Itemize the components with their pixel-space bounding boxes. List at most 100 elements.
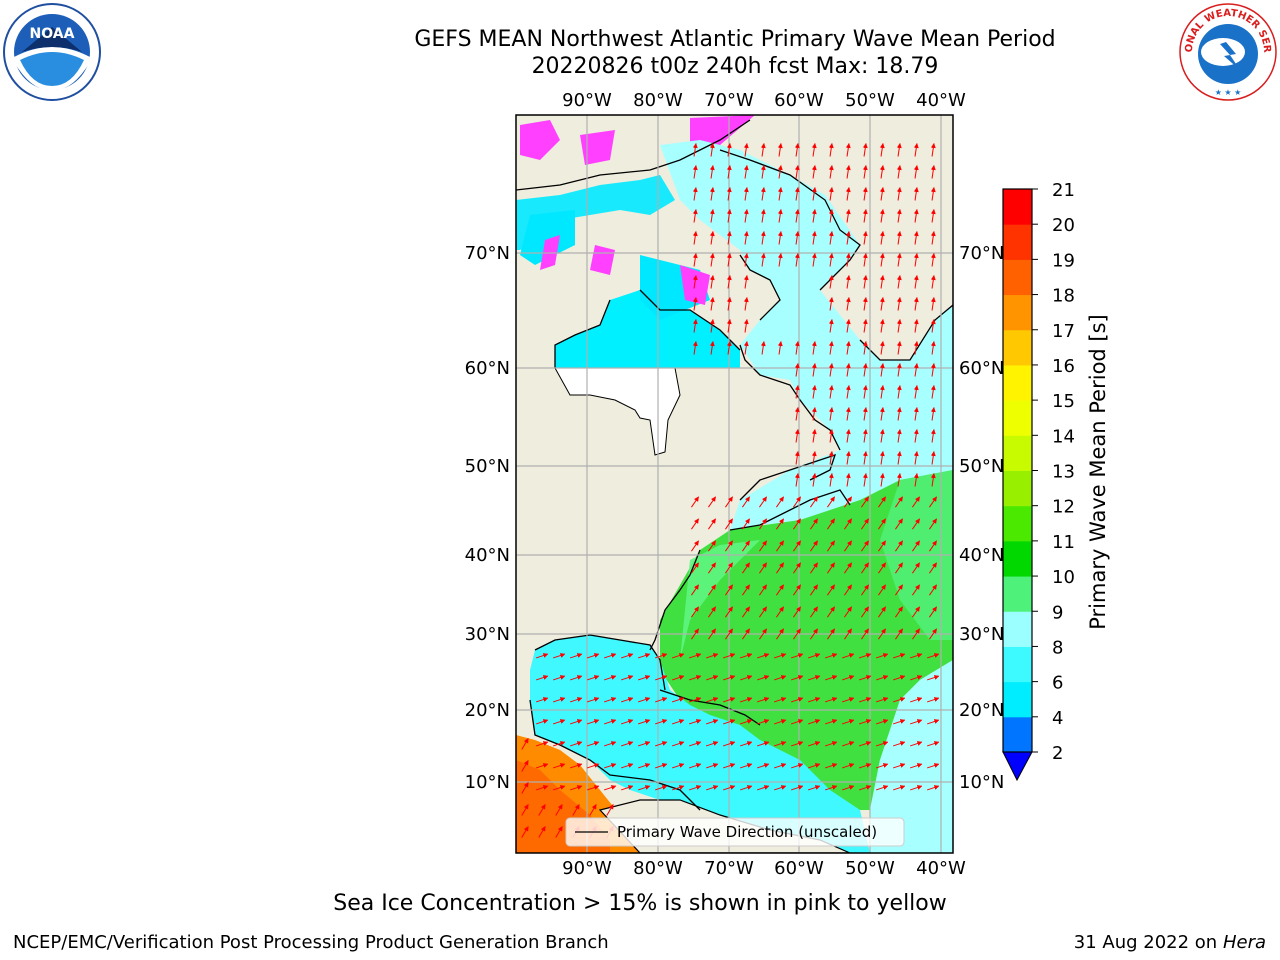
wave-direction-arrow xyxy=(603,763,617,769)
wave-direction-arrow xyxy=(773,697,787,703)
wave-direction-arrow xyxy=(709,165,715,179)
wave-direction-arrow xyxy=(776,496,784,508)
wave-direction-arrow xyxy=(742,584,750,596)
wave-direction-arrow xyxy=(811,253,817,267)
wave-direction-arrow xyxy=(841,697,855,703)
wave-direction-arrow xyxy=(879,385,885,399)
wave-direction-arrow xyxy=(844,628,852,640)
wave-direction-arrow xyxy=(845,385,851,399)
wave-direction-arrow xyxy=(828,231,834,245)
wave-direction-arrow xyxy=(722,763,736,769)
colorbar-tick-label: 15 xyxy=(1052,391,1075,412)
wave-direction-arrow xyxy=(811,429,817,443)
wave-direction-arrow xyxy=(688,763,702,769)
wave-direction-arrow xyxy=(742,540,750,552)
wave-direction-arrow xyxy=(776,562,784,574)
wave-direction-arrow xyxy=(692,165,698,179)
wave-direction-arrow xyxy=(844,540,852,552)
generation-date: 31 Aug 2022 on Hera xyxy=(1074,932,1266,953)
wave-direction-arrow xyxy=(776,540,784,552)
wave-direction-arrow xyxy=(794,407,800,421)
lon-label-top: 40°W xyxy=(916,90,966,111)
wave-direction-arrow xyxy=(845,341,851,355)
wave-direction-arrow xyxy=(909,697,923,703)
wave-direction-arrow xyxy=(879,363,885,377)
wave-direction-arrow xyxy=(726,319,732,333)
wave-direction-arrow xyxy=(929,562,937,574)
wave-direction-arrow xyxy=(912,540,920,552)
wave-direction-arrow xyxy=(811,363,817,377)
wave-direction-arrow xyxy=(794,209,800,223)
wave-direction-arrow xyxy=(739,763,753,769)
colorbar-tick-label: 19 xyxy=(1052,250,1075,271)
lat-label-left: 40°N xyxy=(465,545,510,566)
wave-direction-arrow xyxy=(845,143,851,157)
wave-direction-arrow xyxy=(878,584,886,596)
wave-direction-arrow xyxy=(807,719,821,725)
wave-direction-arrow xyxy=(845,473,851,487)
wave-direction-arrow xyxy=(930,363,936,377)
wave-direction-arrow xyxy=(743,165,749,179)
wave-direction-arrow xyxy=(811,341,817,355)
wave-direction-arrow xyxy=(794,187,800,201)
colorbar-under-triangle xyxy=(1002,751,1033,782)
wave-direction-arrow xyxy=(705,675,719,681)
wave-direction-arrow xyxy=(620,719,634,725)
wave-direction-arrow xyxy=(926,785,940,791)
wave-direction-arrow xyxy=(913,231,919,245)
wave-direction-arrow xyxy=(858,719,872,725)
wave-direction-arrow xyxy=(790,785,804,791)
wave-direction-arrow xyxy=(620,653,634,659)
wave-direction-arrow xyxy=(810,496,818,508)
wave-direction-arrow xyxy=(586,785,600,791)
wave-direction-arrow xyxy=(896,473,902,487)
wave-direction-arrow xyxy=(862,473,868,487)
wave-direction-arrow xyxy=(756,653,770,659)
wave-direction-arrow xyxy=(743,297,749,311)
colorbar-tick-label: 13 xyxy=(1052,462,1075,483)
wave-direction-arrow xyxy=(709,143,715,157)
wave-direction-arrow xyxy=(824,741,838,747)
wave-direction-arrow xyxy=(912,628,920,640)
wave-direction-arrow xyxy=(742,518,750,530)
wave-direction-arrow xyxy=(586,763,600,769)
wave-direction-arrow xyxy=(725,584,733,596)
colorbar-tick-label: 8 xyxy=(1052,637,1063,658)
wave-direction-arrow xyxy=(572,804,580,816)
wave-direction-arrow xyxy=(896,275,902,289)
wave-direction-arrow xyxy=(691,562,699,574)
wave-direction-arrow xyxy=(930,407,936,421)
wave-direction-arrow xyxy=(794,385,800,399)
wave-direction-arrow xyxy=(845,363,851,377)
hudson-ocean xyxy=(555,290,740,368)
lat-label-left: 50°N xyxy=(465,456,510,477)
wave-direction-arrow xyxy=(742,562,750,574)
wave-direction-arrow xyxy=(654,741,668,747)
wave-direction-arrow xyxy=(841,741,855,747)
colorbar-tick-label: 17 xyxy=(1052,321,1075,342)
wave-direction-arrow xyxy=(913,297,919,311)
wave-direction-arrow xyxy=(828,429,834,443)
wave-direction-arrow xyxy=(909,763,923,769)
wave-direction-arrow xyxy=(709,187,715,201)
wave-direction-arrow xyxy=(895,628,903,640)
wave-direction-arrow xyxy=(824,675,838,681)
wave-direction-arrow xyxy=(913,209,919,223)
wave-direction-arrow xyxy=(722,697,736,703)
wave-direction-arrow xyxy=(535,741,549,747)
wave-direction-arrow xyxy=(760,143,766,157)
wave-direction-arrow xyxy=(930,319,936,333)
wave-direction-arrow xyxy=(896,165,902,179)
wave-direction-arrow xyxy=(790,741,804,747)
wave-direction-arrow xyxy=(858,675,872,681)
lon-label-bottom: 60°W xyxy=(774,858,824,879)
wave-direction-arrow xyxy=(913,385,919,399)
lat-label-left: 70°N xyxy=(465,243,510,264)
wave-direction-arrow xyxy=(620,785,634,791)
wave-direction-arrow xyxy=(552,785,566,791)
colorbar-tick-label: 10 xyxy=(1052,567,1075,588)
lon-label-bottom: 80°W xyxy=(633,858,683,879)
colorbar-tick-label: 20 xyxy=(1052,215,1075,236)
wave-direction-arrow xyxy=(879,429,885,443)
wave-direction-arrow xyxy=(824,785,838,791)
